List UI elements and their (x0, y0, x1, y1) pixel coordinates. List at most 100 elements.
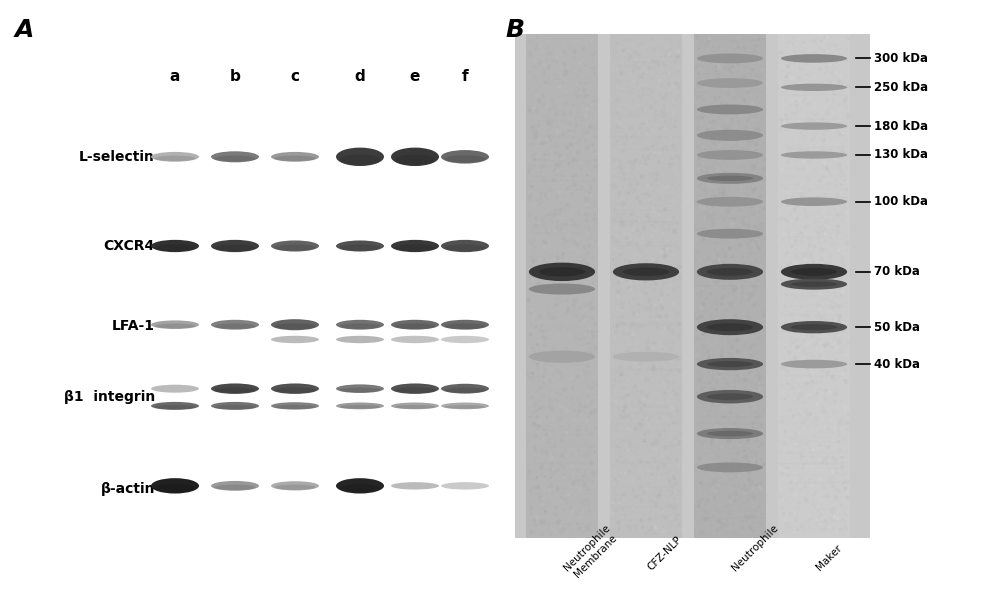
Ellipse shape (395, 154, 435, 165)
Ellipse shape (441, 402, 489, 410)
Ellipse shape (441, 150, 489, 164)
Ellipse shape (155, 323, 195, 328)
Text: 70 kDa: 70 kDa (874, 265, 920, 279)
Ellipse shape (340, 387, 380, 392)
Ellipse shape (275, 485, 315, 490)
Ellipse shape (275, 156, 315, 161)
Ellipse shape (781, 197, 847, 206)
Ellipse shape (391, 148, 439, 166)
Ellipse shape (275, 245, 315, 251)
Ellipse shape (441, 336, 489, 343)
Ellipse shape (697, 358, 763, 370)
Ellipse shape (529, 284, 595, 295)
Ellipse shape (211, 481, 259, 491)
Ellipse shape (395, 323, 435, 329)
Ellipse shape (391, 240, 439, 252)
Ellipse shape (340, 405, 380, 409)
Ellipse shape (697, 428, 763, 439)
Text: B: B (505, 18, 524, 42)
Ellipse shape (697, 54, 763, 63)
Ellipse shape (336, 478, 384, 493)
Ellipse shape (697, 229, 763, 239)
Ellipse shape (155, 484, 195, 493)
Text: CFZ-NLP: CFZ-NLP (646, 535, 684, 573)
Ellipse shape (781, 264, 847, 280)
Ellipse shape (271, 384, 319, 394)
Text: 300 kDa: 300 kDa (874, 52, 928, 65)
Ellipse shape (336, 240, 384, 252)
Ellipse shape (613, 352, 679, 362)
Text: b: b (230, 69, 240, 84)
Ellipse shape (151, 402, 199, 410)
Ellipse shape (441, 320, 489, 330)
Ellipse shape (340, 245, 380, 251)
Ellipse shape (151, 478, 199, 493)
Ellipse shape (340, 154, 380, 165)
Ellipse shape (707, 176, 753, 181)
Ellipse shape (271, 152, 319, 162)
Ellipse shape (391, 320, 439, 330)
Ellipse shape (336, 384, 384, 393)
Ellipse shape (707, 323, 753, 331)
Ellipse shape (151, 320, 199, 329)
Ellipse shape (336, 402, 384, 410)
Ellipse shape (441, 384, 489, 394)
Ellipse shape (791, 324, 837, 330)
Ellipse shape (697, 462, 763, 472)
Ellipse shape (445, 387, 485, 393)
Ellipse shape (391, 384, 439, 394)
Ellipse shape (539, 267, 585, 277)
Ellipse shape (211, 151, 259, 162)
Ellipse shape (340, 323, 380, 329)
Ellipse shape (781, 360, 847, 368)
Ellipse shape (781, 84, 847, 91)
Ellipse shape (781, 279, 847, 290)
Ellipse shape (271, 402, 319, 410)
Ellipse shape (697, 130, 763, 141)
Ellipse shape (215, 405, 255, 410)
Ellipse shape (211, 384, 259, 394)
Ellipse shape (395, 405, 435, 409)
Ellipse shape (445, 405, 485, 409)
Ellipse shape (215, 245, 255, 252)
Ellipse shape (697, 197, 763, 207)
Text: a: a (170, 69, 180, 84)
Ellipse shape (215, 156, 255, 162)
Ellipse shape (791, 268, 837, 276)
Ellipse shape (697, 150, 763, 160)
Ellipse shape (271, 319, 319, 330)
Ellipse shape (697, 319, 763, 335)
Text: Maker: Maker (814, 543, 844, 573)
Ellipse shape (215, 323, 255, 329)
Text: 40 kDa: 40 kDa (874, 357, 920, 371)
Text: LFA-1: LFA-1 (112, 319, 155, 333)
Ellipse shape (271, 240, 319, 252)
Ellipse shape (441, 240, 489, 252)
Ellipse shape (395, 387, 435, 393)
Ellipse shape (211, 402, 259, 410)
Text: L-selectin: L-selectin (79, 150, 155, 164)
Text: CXCR4: CXCR4 (104, 239, 155, 253)
Ellipse shape (215, 387, 255, 393)
Bar (526, 34, 598, 538)
Ellipse shape (395, 245, 435, 252)
Ellipse shape (275, 405, 315, 409)
Ellipse shape (215, 485, 255, 490)
Bar (694, 34, 766, 538)
Text: A: A (15, 18, 34, 42)
Text: 180 kDa: 180 kDa (874, 119, 928, 133)
Ellipse shape (271, 481, 319, 491)
Ellipse shape (697, 390, 763, 403)
Ellipse shape (707, 268, 753, 276)
Ellipse shape (211, 240, 259, 252)
Ellipse shape (445, 323, 485, 329)
Bar (610, 34, 682, 538)
Ellipse shape (623, 268, 669, 276)
Text: 100 kDa: 100 kDa (874, 195, 928, 208)
Ellipse shape (441, 482, 489, 490)
Ellipse shape (781, 54, 847, 63)
Text: d: d (355, 69, 365, 84)
Ellipse shape (781, 321, 847, 333)
Ellipse shape (529, 351, 595, 363)
Ellipse shape (781, 122, 847, 130)
